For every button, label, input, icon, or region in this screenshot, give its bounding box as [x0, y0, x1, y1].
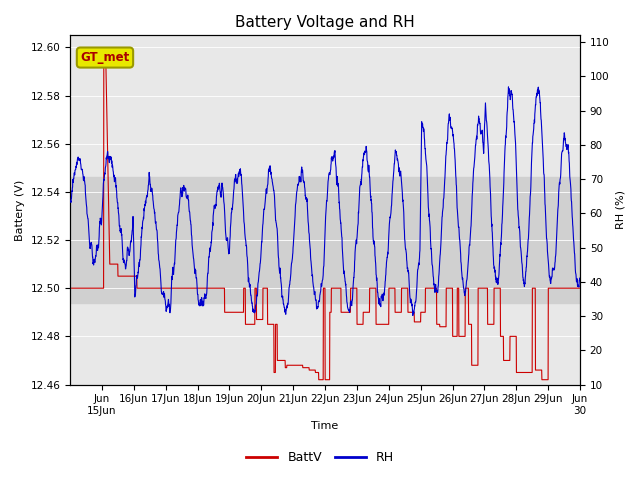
Bar: [70, 178, 580, 303]
Text: GT_met: GT_met: [81, 51, 129, 64]
Y-axis label: Battery (V): Battery (V): [15, 180, 25, 240]
Y-axis label: RH (%): RH (%): [615, 191, 625, 229]
X-axis label: Time: Time: [312, 421, 339, 432]
Title: Battery Voltage and RH: Battery Voltage and RH: [235, 15, 415, 30]
Legend: BattV, RH: BattV, RH: [241, 446, 399, 469]
